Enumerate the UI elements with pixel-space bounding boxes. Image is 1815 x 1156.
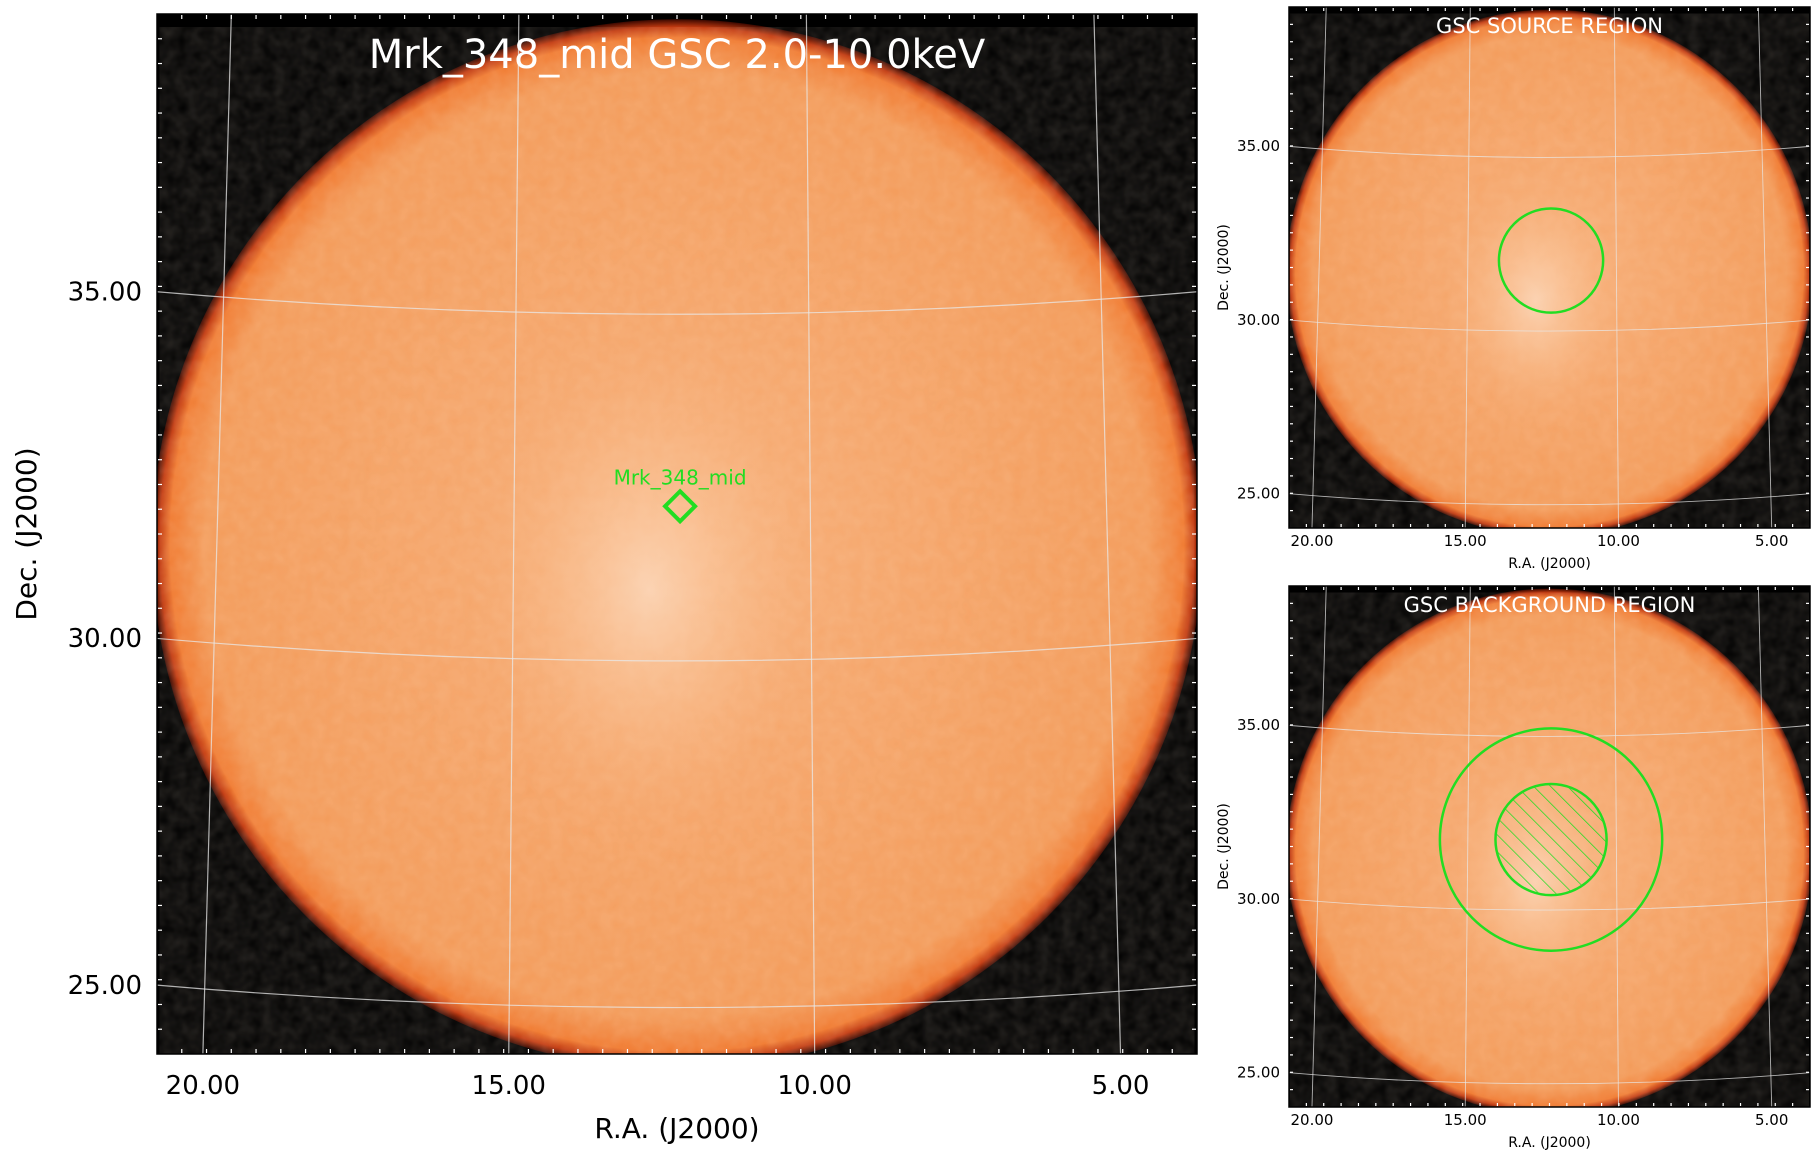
y-tick-label: 35.00 [1237, 716, 1280, 734]
background-annulus-outer [1438, 727, 1664, 952]
x-axis-label: R.A. (J2000) [1508, 556, 1591, 572]
source-glow [1446, 177, 1624, 428]
source-region-circle [1497, 207, 1605, 314]
plot-area [1289, 7, 1810, 528]
source-diamond-marker [662, 488, 698, 525]
dec-gridline [1289, 898, 1810, 911]
y-axis-label: Dec. (J2000) [1216, 224, 1232, 311]
ra-gridline [508, 14, 520, 1054]
chart-title: GSC BACKGROUND REGION [1404, 593, 1696, 617]
dec-gridline [1289, 145, 1810, 158]
ra-gridline [1464, 586, 1471, 1107]
x-tick-label: 10.00 [777, 1071, 851, 1101]
ra-gridline [1311, 7, 1327, 528]
ra-gridline [805, 14, 816, 1054]
ra-gridline [1613, 7, 1619, 528]
chart-panel-2: GSC BACKGROUND REGION 20.00 15.00 10.00 5.00… [1216, 585, 1811, 1151]
x-tick-label: 10.00 [1597, 1111, 1640, 1129]
plot-frame [156, 13, 1198, 1055]
x-tick-label: 5.00 [1755, 1111, 1788, 1129]
x-axis-label: R.A. (J2000) [594, 1112, 759, 1145]
source-glow [472, 339, 826, 840]
x-tick-label: 15.00 [1444, 1111, 1487, 1129]
chart-title: Mrk_348_mid GSC 2.0-10.0keV [369, 32, 986, 78]
dec-gridline [1289, 319, 1810, 332]
ra-gridline [1613, 586, 1619, 1107]
dec-gridline [157, 984, 1197, 1009]
x-tick-label: 10.00 [1597, 532, 1640, 550]
y-tick-label: 25.00 [1237, 485, 1280, 503]
dec-gridline [1289, 724, 1810, 737]
dec-gridline [157, 291, 1197, 315]
chart-title: GSC SOURCE REGION [1436, 14, 1663, 38]
dec-gridline [157, 637, 1197, 662]
x-tick-label: 20.00 [1291, 1111, 1334, 1129]
x-tick-label: 15.00 [472, 1071, 546, 1101]
x-axis-label: R.A. (J2000) [1508, 1135, 1591, 1151]
excluded-hatch [1495, 783, 1607, 896]
ra-gridline [1464, 7, 1471, 528]
plot-frame [1288, 585, 1811, 1108]
ra-gridline [1757, 7, 1773, 528]
plot-frame [1288, 6, 1811, 529]
x-tick-label: 5.00 [1755, 532, 1788, 550]
chart-panel-0: Mrk_348_mid Mrk_348_mid GSC 2.0-10.0keV 20… [10, 13, 1198, 1145]
y-tick-label: 25.00 [1237, 1064, 1280, 1082]
y-tick-label: 30.00 [1237, 890, 1280, 908]
ra-gridline [202, 14, 232, 1054]
ra-gridline [1311, 586, 1327, 1107]
excluded-circle [1494, 782, 1608, 897]
x-tick-label: 5.00 [1092, 1071, 1150, 1101]
y-tick-label: 30.00 [1237, 311, 1280, 329]
y-axis-label: Dec. (J2000) [10, 447, 43, 620]
ra-gridline [1093, 14, 1122, 1054]
dec-gridline [1289, 493, 1810, 506]
chart-panel-1: GSC SOURCE REGION 20.00 15.00 10.00 5.00 35.0… [1216, 6, 1811, 572]
x-tick-label: 15.00 [1444, 532, 1487, 550]
x-tick-label: 20.00 [166, 1071, 240, 1101]
ra-gridline [1757, 586, 1773, 1107]
x-tick-label: 20.00 [1291, 532, 1334, 550]
y-tick-label: 35.00 [1237, 137, 1280, 155]
y-axis-label: Dec. (J2000) [1216, 803, 1232, 890]
y-tick-label: 30.00 [68, 624, 142, 654]
plot-area: Mrk_348_mid [157, 14, 1197, 1054]
y-tick-label: 25.00 [68, 971, 142, 1001]
y-tick-label: 35.00 [68, 277, 142, 307]
source-label: Mrk_348_mid [614, 465, 747, 489]
plot-area [1289, 586, 1810, 1107]
dec-gridline [1289, 1072, 1810, 1085]
